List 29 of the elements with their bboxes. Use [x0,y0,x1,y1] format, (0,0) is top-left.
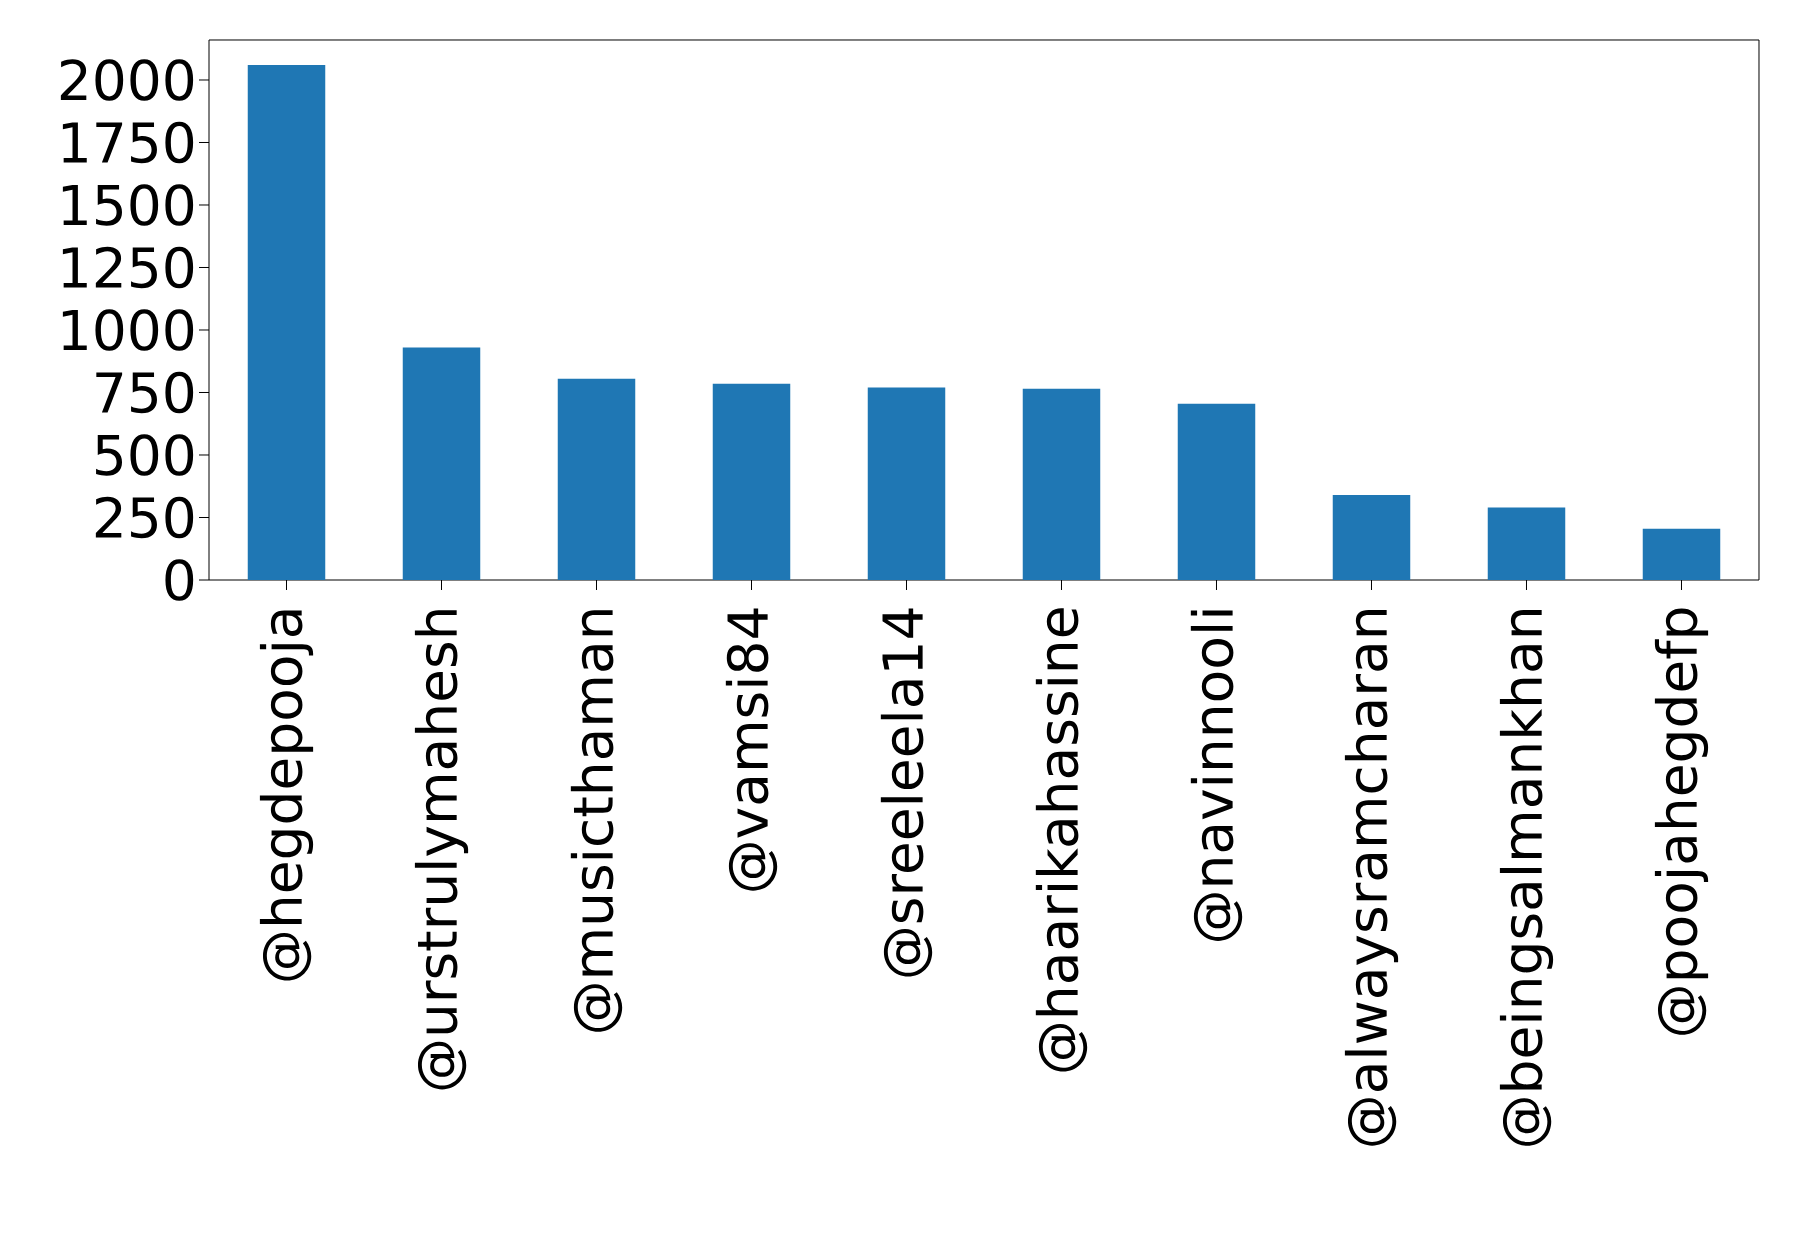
bar [402,347,481,580]
bar [712,383,791,580]
x-tick-label: @haarikahassine [1035,608,1088,1072]
y-tick-label: 1500 [62,184,194,226]
y-tick-label: 1750 [62,121,194,164]
bar [557,378,636,580]
bar [1642,528,1721,580]
x-tick-label: @hegdepooja [259,610,314,981]
y-tick-label: 250 [95,496,194,539]
bar [867,387,946,580]
y-tick-label: 2000 [60,59,194,101]
x-tick-label: @musicthaman [570,610,623,1032]
y-tick-label: 1000 [62,309,194,351]
x-tick-label: @navinnooli [1190,610,1243,941]
x-tick-label: @urstrulymahesh [414,610,469,1090]
x-tick-label: @sreeleela14 [880,608,933,977]
y-tick-label: 1250 [62,246,194,289]
x-tick-label: @alwaysramcharan [1344,610,1399,1146]
y-tick-label: 0 [165,559,194,601]
bar [1487,507,1566,580]
bar [1177,403,1256,580]
y-tick-label: 750 [96,371,194,414]
x-tick-label: @vamsi84 [725,608,778,891]
x-tick-label: @poojahegdefp [1654,608,1709,1035]
y-tick-label: 500 [96,434,194,476]
bar [1022,388,1101,580]
x-tick-label: @beingsalmankhan [1499,610,1554,1146]
bar [1332,495,1411,580]
bar [247,64,326,580]
